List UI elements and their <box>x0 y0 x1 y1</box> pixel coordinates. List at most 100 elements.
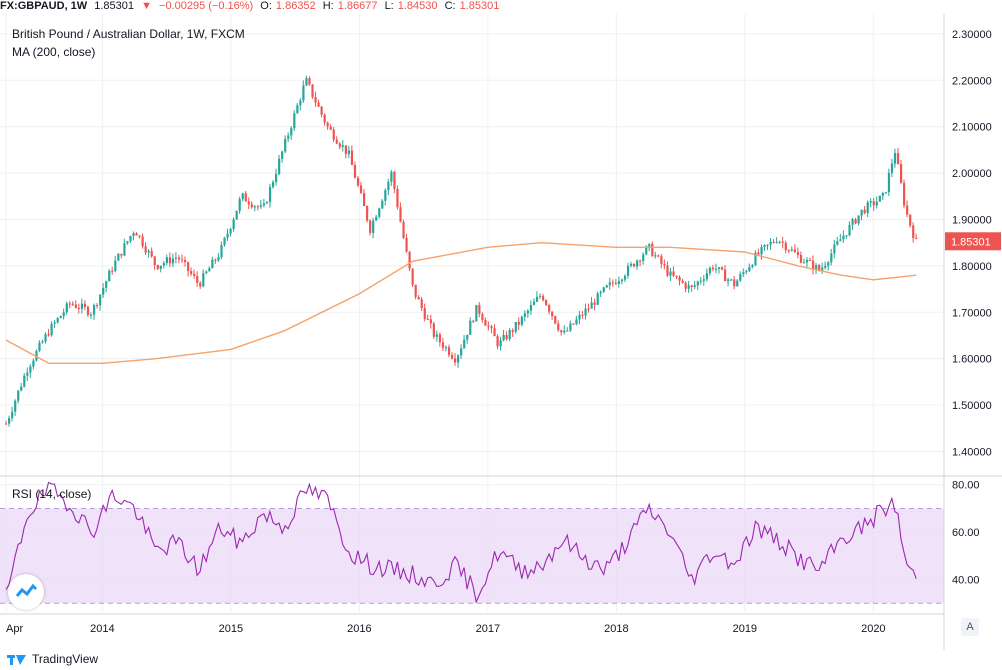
candle-body <box>857 215 860 224</box>
tradingview-brand[interactable]: TradingView <box>32 652 99 666</box>
candle-body <box>226 233 229 238</box>
rsi-line <box>5 481 917 604</box>
symbol-label[interactable]: FX:GBPAUD, 1W <box>0 0 88 12</box>
candle-body <box>460 348 463 356</box>
low-label: L: <box>384 0 394 12</box>
time-tick-label: Apr <box>6 623 23 635</box>
candle-body <box>608 282 611 286</box>
candle-body <box>654 255 657 257</box>
candle-body <box>675 275 678 278</box>
low-value: 1.84530 <box>397 0 438 12</box>
candle-body <box>441 342 445 348</box>
candle-body <box>881 193 884 196</box>
candle-body <box>356 177 360 186</box>
candle-body <box>241 193 244 200</box>
candle-body <box>362 193 366 207</box>
candle-body <box>724 269 727 282</box>
candle-body <box>696 281 699 286</box>
candle-body <box>59 315 62 319</box>
candle-body <box>96 305 99 307</box>
rsi-legend[interactable]: RSI (14, close) <box>12 487 91 501</box>
candle-body <box>793 249 797 253</box>
ma-legend[interactable]: MA (200, close) <box>12 45 95 59</box>
chart-canvas[interactable]: 1.40000 1.50000 1.60000 1.70000 1.80000 1.900… <box>0 14 1002 650</box>
candle-body <box>626 265 630 276</box>
candle-body <box>757 252 760 255</box>
candle-body <box>818 265 821 271</box>
price-change: −0.00295 (−0.16%) <box>159 0 254 12</box>
last-price-box <box>945 232 1001 251</box>
open-value: 1.86352 <box>275 0 316 12</box>
candle-body <box>678 277 681 281</box>
candle-body <box>581 314 584 316</box>
candle-body <box>190 271 193 274</box>
candle-body <box>903 182 906 206</box>
price-axis[interactable]: 1.40000 1.50000 1.60000 1.70000 1.80000 1.900… <box>952 29 992 459</box>
candle-body <box>569 323 572 331</box>
candle-body <box>821 267 824 271</box>
candle-body <box>302 85 305 101</box>
candle-body <box>405 237 408 252</box>
candle-body <box>681 280 684 283</box>
candle-body <box>229 228 232 234</box>
time-tick-label: 2020 <box>861 623 885 635</box>
candle-body <box>369 220 372 233</box>
price-candles <box>5 75 918 427</box>
candle-body <box>177 257 181 260</box>
candle-body <box>429 319 432 324</box>
candle-body <box>44 334 47 342</box>
candle-body <box>299 100 302 106</box>
candle-body <box>887 172 891 193</box>
price-tick-label: 2.10000 <box>952 122 992 134</box>
candle-body <box>490 326 493 329</box>
candle-body <box>396 188 399 208</box>
candle-body <box>238 199 241 211</box>
candle-body <box>599 291 602 294</box>
candle-body <box>602 287 605 292</box>
candle-body <box>317 102 320 107</box>
candle-body <box>247 201 250 205</box>
candle-body <box>872 201 875 206</box>
candle-body <box>763 245 766 247</box>
candle-body <box>484 320 487 326</box>
candle-body <box>575 319 578 325</box>
candle-body <box>65 303 68 313</box>
candle-body <box>884 192 888 194</box>
candle-body <box>250 204 253 208</box>
candle-body <box>168 257 172 264</box>
candle-body <box>156 265 159 269</box>
candle-body <box>487 325 490 327</box>
candle-body <box>162 263 165 266</box>
candle-body <box>878 195 881 202</box>
candle-body <box>893 153 897 164</box>
candle-body <box>89 314 93 316</box>
candle-body <box>739 274 742 281</box>
auto-scale-button[interactable]: A <box>961 618 979 636</box>
candle-body <box>311 84 314 97</box>
tradingview-badge[interactable] <box>8 574 44 610</box>
candle-body <box>381 200 384 209</box>
candle-body <box>572 323 575 325</box>
candle-body <box>223 237 226 245</box>
candle-body <box>120 253 123 256</box>
candle-body <box>153 256 156 266</box>
candle-body <box>538 295 542 297</box>
candle-body <box>208 268 211 272</box>
chart-title[interactable]: British Pound / Australian Dollar, 1W, F… <box>12 27 245 41</box>
candle-body <box>423 308 426 320</box>
rsi-axis[interactable]: 40.00 60.00 80.00 <box>952 480 980 587</box>
candle-body <box>605 285 608 288</box>
candle-body <box>347 150 351 154</box>
candle-body <box>860 209 863 216</box>
candle-body <box>205 271 208 274</box>
candle-body <box>899 164 903 183</box>
candle-body <box>77 307 81 309</box>
candle-body <box>478 305 481 314</box>
candle-body <box>83 303 87 308</box>
time-axis[interactable]: Apr 2014 2015 2016 2017 2018 2019 2020 <box>0 613 944 635</box>
candle-body <box>472 320 475 322</box>
candle-body <box>584 308 587 316</box>
candle-body <box>32 360 35 367</box>
candle-body <box>736 280 739 287</box>
rsi-band-lines <box>0 507 944 604</box>
